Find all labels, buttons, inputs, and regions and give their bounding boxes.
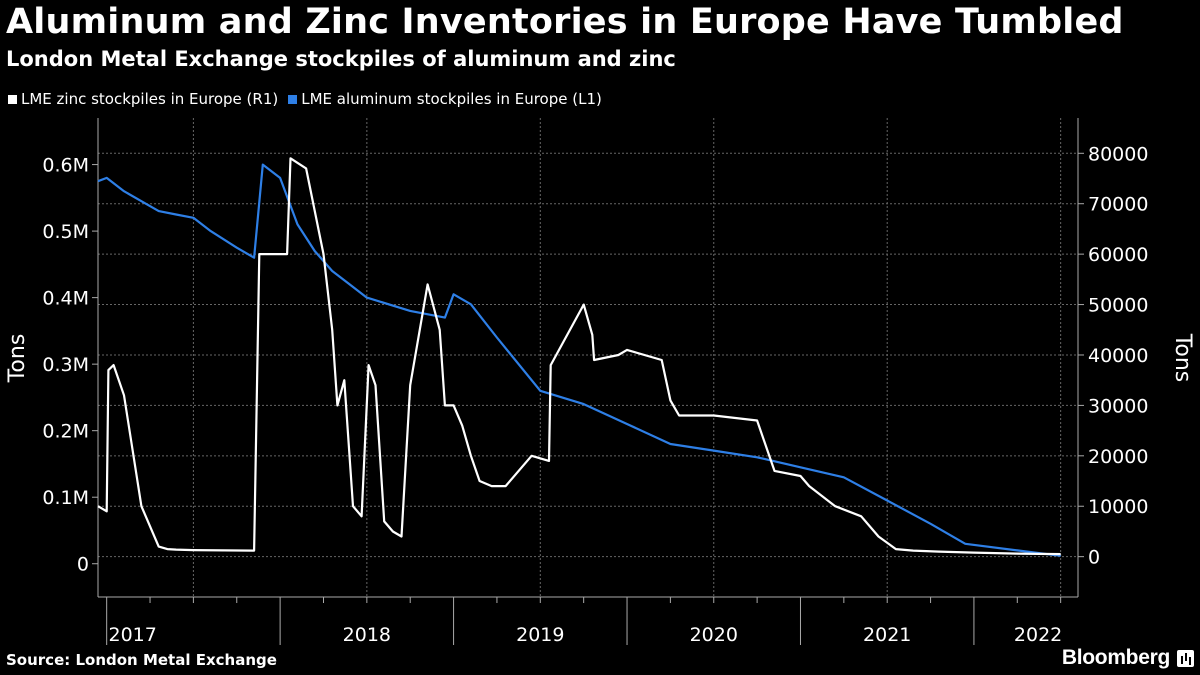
legend-label-zinc: LME zinc stockpiles in Europe (R1) — [21, 90, 279, 108]
zinc-series-line — [97, 157, 1061, 556]
right-axis-tick-label: 70000 — [1088, 194, 1148, 216]
left-axis-label: Tons — [5, 334, 30, 384]
left-axis-tick-label: 0.4M — [42, 288, 89, 310]
x-tick-label: 2021 — [863, 624, 911, 646]
right-axis-tick-label: 0 — [1088, 547, 1100, 569]
right-axis-label: Tons — [1170, 333, 1195, 383]
x-tick-label: 2019 — [516, 624, 564, 646]
x-tick-label: 2022 — [1014, 624, 1062, 646]
right-axis-tick-label: 80000 — [1088, 143, 1148, 165]
right-axis-tick-label: 30000 — [1088, 395, 1148, 417]
x-tick-label: 2020 — [690, 624, 738, 646]
right-axis-tick-label: 20000 — [1088, 446, 1148, 468]
legend-swatch-zinc — [8, 94, 17, 104]
left-axis-tick-label: 0.3M — [42, 354, 89, 376]
right-axis-tick-label: 50000 — [1088, 295, 1148, 317]
brand-logo: Bloomberg — [1061, 646, 1170, 669]
x-tick-label: 2018 — [343, 624, 391, 646]
left-axis-tick-label: 0.6M — [42, 155, 89, 177]
legend-label-aluminum: LME aluminum stockpiles in Europe (L1) — [301, 90, 602, 108]
chart-subtitle: London Metal Exchange stockpiles of alum… — [6, 47, 676, 71]
left-axis-tick-label: 0.5M — [42, 221, 89, 243]
left-axis-tick-label: 0.1M — [42, 487, 89, 509]
brand-chart-icon — [1177, 650, 1194, 667]
right-axis-tick-label: 60000 — [1088, 244, 1148, 266]
source-note: Source: London Metal Exchange — [6, 651, 277, 669]
legend: LME zinc stockpiles in Europe (R1) LME a… — [8, 90, 602, 108]
x-tick-label: 2017 — [109, 624, 157, 646]
chart-title: Aluminum and Zinc Inventories in Europe … — [6, 2, 1124, 42]
left-axis-tick-label: 0.2M — [42, 421, 89, 443]
right-axis-tick-label: 40000 — [1088, 345, 1148, 367]
right-axis-tick-label: 10000 — [1088, 496, 1148, 518]
legend-swatch-aluminum — [288, 94, 298, 104]
aluminum-series-line — [97, 163, 1061, 557]
legend-item-zinc: LME zinc stockpiles in Europe (R1) — [8, 90, 278, 108]
legend-item-aluminum: LME aluminum stockpiles in Europe (L1) — [288, 90, 602, 108]
left-axis-tick-label: 0 — [77, 554, 89, 576]
